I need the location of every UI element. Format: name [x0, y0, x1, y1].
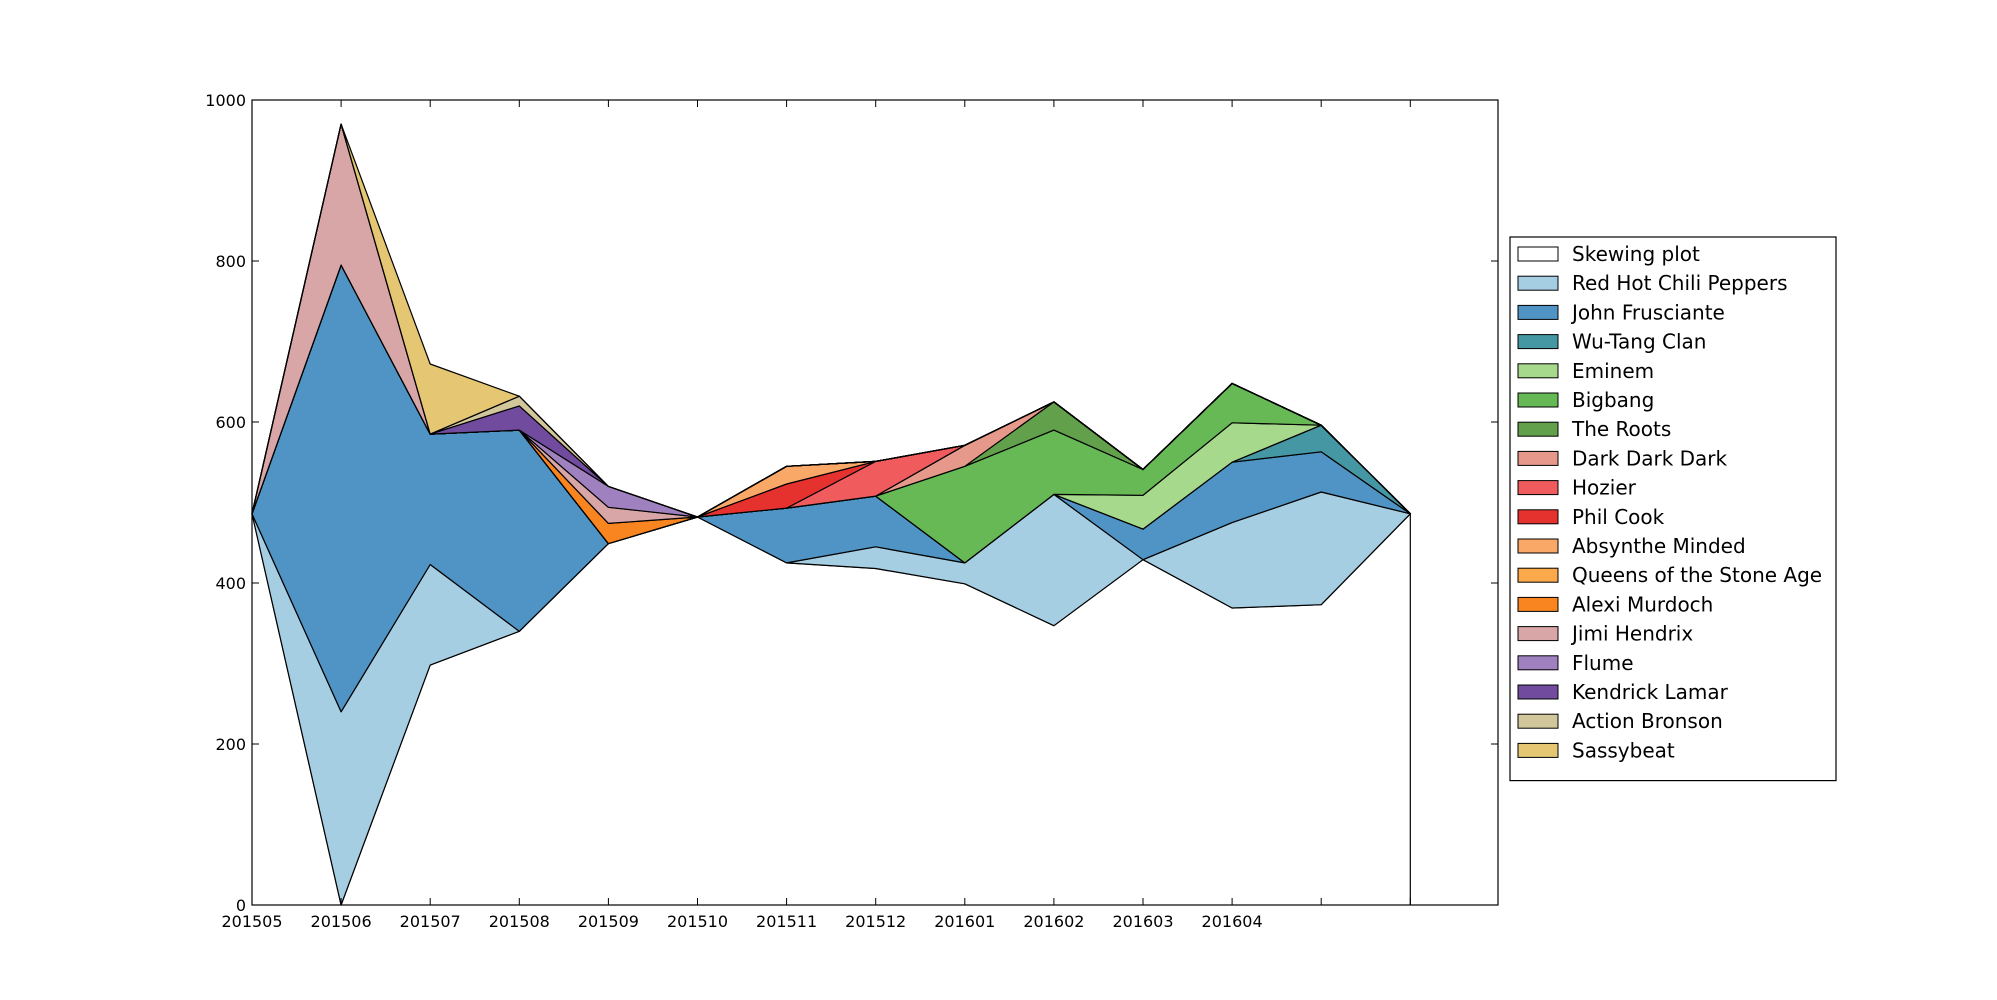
legend-swatch-kendrick-lamar [1517, 684, 1559, 700]
legend-swatch-queens-of-the-stone-age [1517, 567, 1559, 583]
legend-label-dark-dark-dark: Dark Dark Dark [1572, 446, 1728, 470]
legend-swatch-flume [1517, 655, 1559, 671]
plot-areas [251, 123, 1411, 906]
x-tick-label: 201507 [400, 912, 461, 931]
x-tick-label: 201603 [1112, 912, 1173, 931]
x-tick-label: 201512 [845, 912, 906, 931]
legend-label-the-roots: The Roots [1571, 417, 1671, 441]
x-tick-label: 201506 [311, 912, 372, 931]
y-tick-label: 600 [215, 413, 246, 432]
x-tick-label: 201505 [221, 912, 282, 931]
legend-swatch-eminem [1517, 363, 1559, 379]
legend-label-jimi-hendrix: Jimi Hendrix [1570, 622, 1693, 646]
legend-label-john-frusciante: John Frusciante [1570, 300, 1725, 324]
legend-swatch-john-frusciante [1517, 304, 1559, 320]
legend-swatch-hozier [1517, 480, 1559, 496]
x-tick-label: 201508 [489, 912, 550, 931]
x-tick-label: 201604 [1202, 912, 1263, 931]
y-tick-label: 0 [236, 896, 246, 915]
legend-label-absynthe-minded: Absynthe Minded [1572, 534, 1746, 558]
x-tick-label: 201601 [934, 912, 995, 931]
legend: Skewing plot Red Hot Chili Peppers John Fr… [1509, 236, 1837, 782]
x-tick-label: 201509 [578, 912, 639, 931]
plot-frame [251, 99, 1499, 906]
legend-label-action-bronson: Action Bronson [1572, 709, 1723, 733]
y-tick-label: 800 [215, 252, 246, 271]
legend-swatch-action-bronson [1517, 713, 1559, 729]
legend-swatch-skewing-plot [1517, 246, 1559, 262]
legend-label-wu-tang-clan: Wu-Tang Clan [1572, 330, 1706, 354]
legend-swatch-absynthe-minded [1517, 538, 1559, 554]
x-tick-label: 201510 [667, 912, 728, 931]
legend-swatch-the-roots [1517, 421, 1559, 437]
legend-label-sassybeat: Sassybeat [1572, 738, 1675, 762]
legend-label-bigbang: Bigbang [1572, 388, 1654, 412]
legend-swatch-red-hot-chili-peppers [1517, 275, 1559, 291]
axes: 0 200 400 600 800 1000 201505 201506 201507 20150… [205, 91, 1499, 931]
legend-swatch-jimi-hendrix [1517, 626, 1559, 642]
legend-label-red-hot-chili-peppers: Red Hot Chili Peppers [1572, 271, 1788, 295]
legend-swatch-alexi-murdoch [1517, 596, 1559, 612]
y-tick-label: 200 [215, 735, 246, 754]
legend-swatch-dark-dark-dark [1517, 450, 1559, 466]
legend-label-phil-cook: Phil Cook [1572, 505, 1665, 529]
legend-swatch-bigbang [1517, 392, 1559, 408]
legend-swatch-wu-tang-clan [1517, 334, 1559, 350]
legend-label-skewing-plot: Skewing plot [1572, 242, 1700, 266]
x-tick-label: 201511 [756, 912, 817, 931]
legend-label-alexi-murdoch: Alexi Murdoch [1572, 592, 1713, 616]
legend-label-hozier: Hozier [1572, 476, 1637, 500]
legend-label-queens-of-the-stone-age: Queens of the Stone Age [1572, 563, 1822, 587]
legend-swatch-sassybeat [1517, 742, 1559, 758]
y-tick-label: 400 [215, 574, 246, 593]
legend-swatch-phil-cook [1517, 509, 1559, 525]
legend-label-kendrick-lamar: Kendrick Lamar [1572, 680, 1729, 704]
y-tick-label: 1000 [205, 91, 246, 110]
legend-label-flume: Flume [1572, 651, 1634, 675]
x-tick-label: 201602 [1023, 912, 1084, 931]
legend-box [1509, 236, 1837, 782]
legend-label-eminem: Eminem [1572, 359, 1654, 383]
